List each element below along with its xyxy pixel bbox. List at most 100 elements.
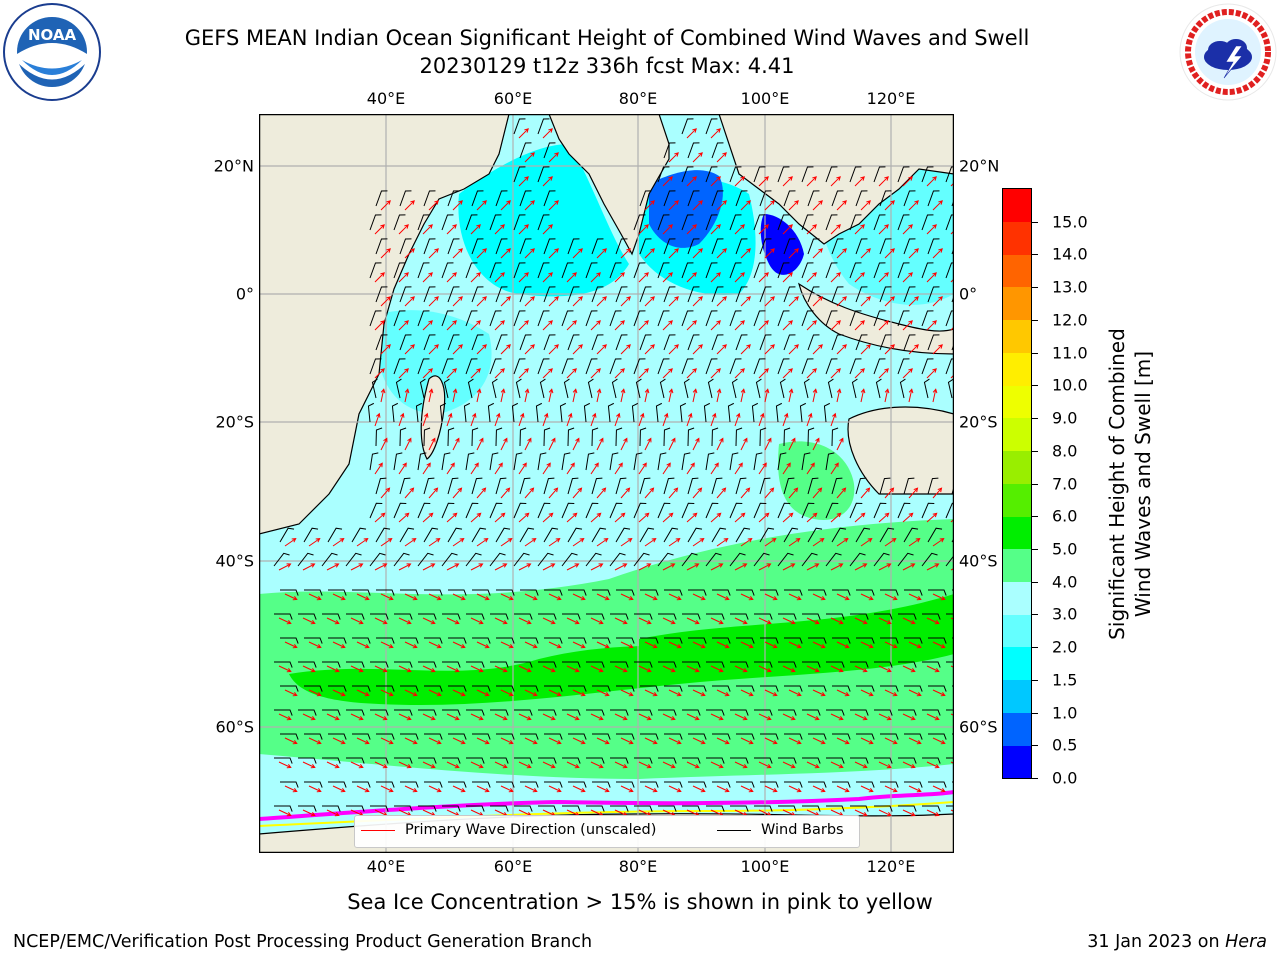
wave-direction-arrow [836,388,842,403]
wave-direction-arrow [860,200,871,211]
wave-direction-arrow [422,368,433,379]
colorbar-tick-mark [1032,254,1038,256]
colorbar-tick-mark [1032,516,1038,518]
wave-direction-arrow [782,617,796,625]
wave-direction-arrow [422,665,436,673]
wind-barb [543,334,556,351]
wave-direction-arrow [470,320,481,331]
lon-tick-bottom: 100°E [740,857,790,876]
wave-direction-arrow [662,412,669,427]
wave-direction-arrow [932,487,943,499]
wind-barb [515,378,522,399]
wind-barb [375,427,383,447]
wind-barb [729,262,742,279]
wind-barb [585,358,598,375]
wave-direction-arrow [590,320,601,331]
wave-direction-arrow [380,538,393,547]
wave-direction-arrow [758,761,772,769]
wave-direction-arrow [524,344,535,355]
wind-barb [393,358,406,375]
wind-barb [375,286,388,303]
wind-barb [568,685,587,692]
wave-direction-arrow [572,437,580,451]
wind-barb [753,214,766,231]
wave-direction-arrow [566,272,577,283]
wind-barb [801,358,814,375]
wave-direction-arrow [380,737,394,745]
colorbar-title-line1: Significant Height of Combined [1105,328,1129,640]
wave-direction-arrow [764,785,778,793]
wave-direction-arrow [878,224,889,235]
wind-barb [903,190,916,207]
wave-direction-arrow [500,248,511,259]
wind-barb [946,709,954,711]
wind-barb [832,589,851,596]
wave-direction-arrow [710,563,724,571]
wave-direction-arrow [860,737,874,745]
wave-direction-arrow [638,512,650,523]
wave-direction-arrow [548,437,556,451]
wind-barb [471,286,484,303]
wave-direction-arrow [470,563,484,571]
wave-direction-arrow [734,713,748,721]
wave-direction-arrow [380,641,394,649]
wind-barb [351,527,367,543]
wave-direction-arrow [404,344,415,355]
wind-barb [849,552,866,567]
wave-direction-arrow [446,512,458,523]
wind-barb [826,709,845,716]
wind-barb [369,502,383,519]
wind-barb [663,427,671,447]
wave-direction-arrow [356,641,370,649]
wind-barb [921,310,934,327]
wave-direction-arrow [902,761,916,769]
wave-direction-arrow [500,388,506,403]
wind-barb [559,402,567,423]
wind-barb [777,452,787,471]
wind-barb [801,502,815,519]
wave-direction-arrow [542,761,556,769]
wind-barb [399,286,412,303]
wind-barb [898,613,917,620]
wave-direction-arrow [830,368,841,379]
wind-barb [945,214,954,231]
colorbar-tick-label: 9.0 [1052,408,1078,428]
wave-direction-arrow [812,785,826,793]
wind-barb [466,661,485,668]
wind-barb [687,427,695,447]
wind-barb [779,378,786,399]
wave-direction-arrow [332,641,346,649]
wind-barb [927,286,940,303]
wind-barb [775,402,783,423]
wave-direction-arrow [350,665,364,673]
wind-barb [304,781,323,788]
wave-direction-arrow [860,641,874,649]
wave-direction-arrow [734,320,745,331]
wave-direction-arrow [596,689,610,697]
wave-direction-arrow [572,388,578,403]
footer-host: Hera [1225,932,1267,952]
wave-direction-arrow [476,641,490,649]
wave-direction-arrow [398,462,407,475]
wave-direction-arrow [740,689,754,697]
lon-tick-top: 100°E [740,89,790,108]
wind-barb [921,214,934,231]
wind-barb [927,477,939,495]
colorbar-segment [1003,287,1031,321]
wind-barb [849,310,862,327]
wave-direction-arrow [830,412,837,427]
wind-barb [280,685,299,692]
wind-barb [850,757,869,764]
wind-barb [712,685,731,692]
wind-barb [537,118,550,135]
colorbar-tick-mark [1032,679,1038,681]
wave-direction-arrow [806,512,818,523]
wave-direction-arrow [374,512,386,523]
wave-direction-arrow [380,785,394,793]
wind-barb [927,527,943,543]
wind-barb [799,402,807,423]
wind-barb [442,613,461,620]
wind-barb [442,805,461,812]
wind-barb [634,805,653,812]
colorbar-tick-mark [1032,614,1038,616]
